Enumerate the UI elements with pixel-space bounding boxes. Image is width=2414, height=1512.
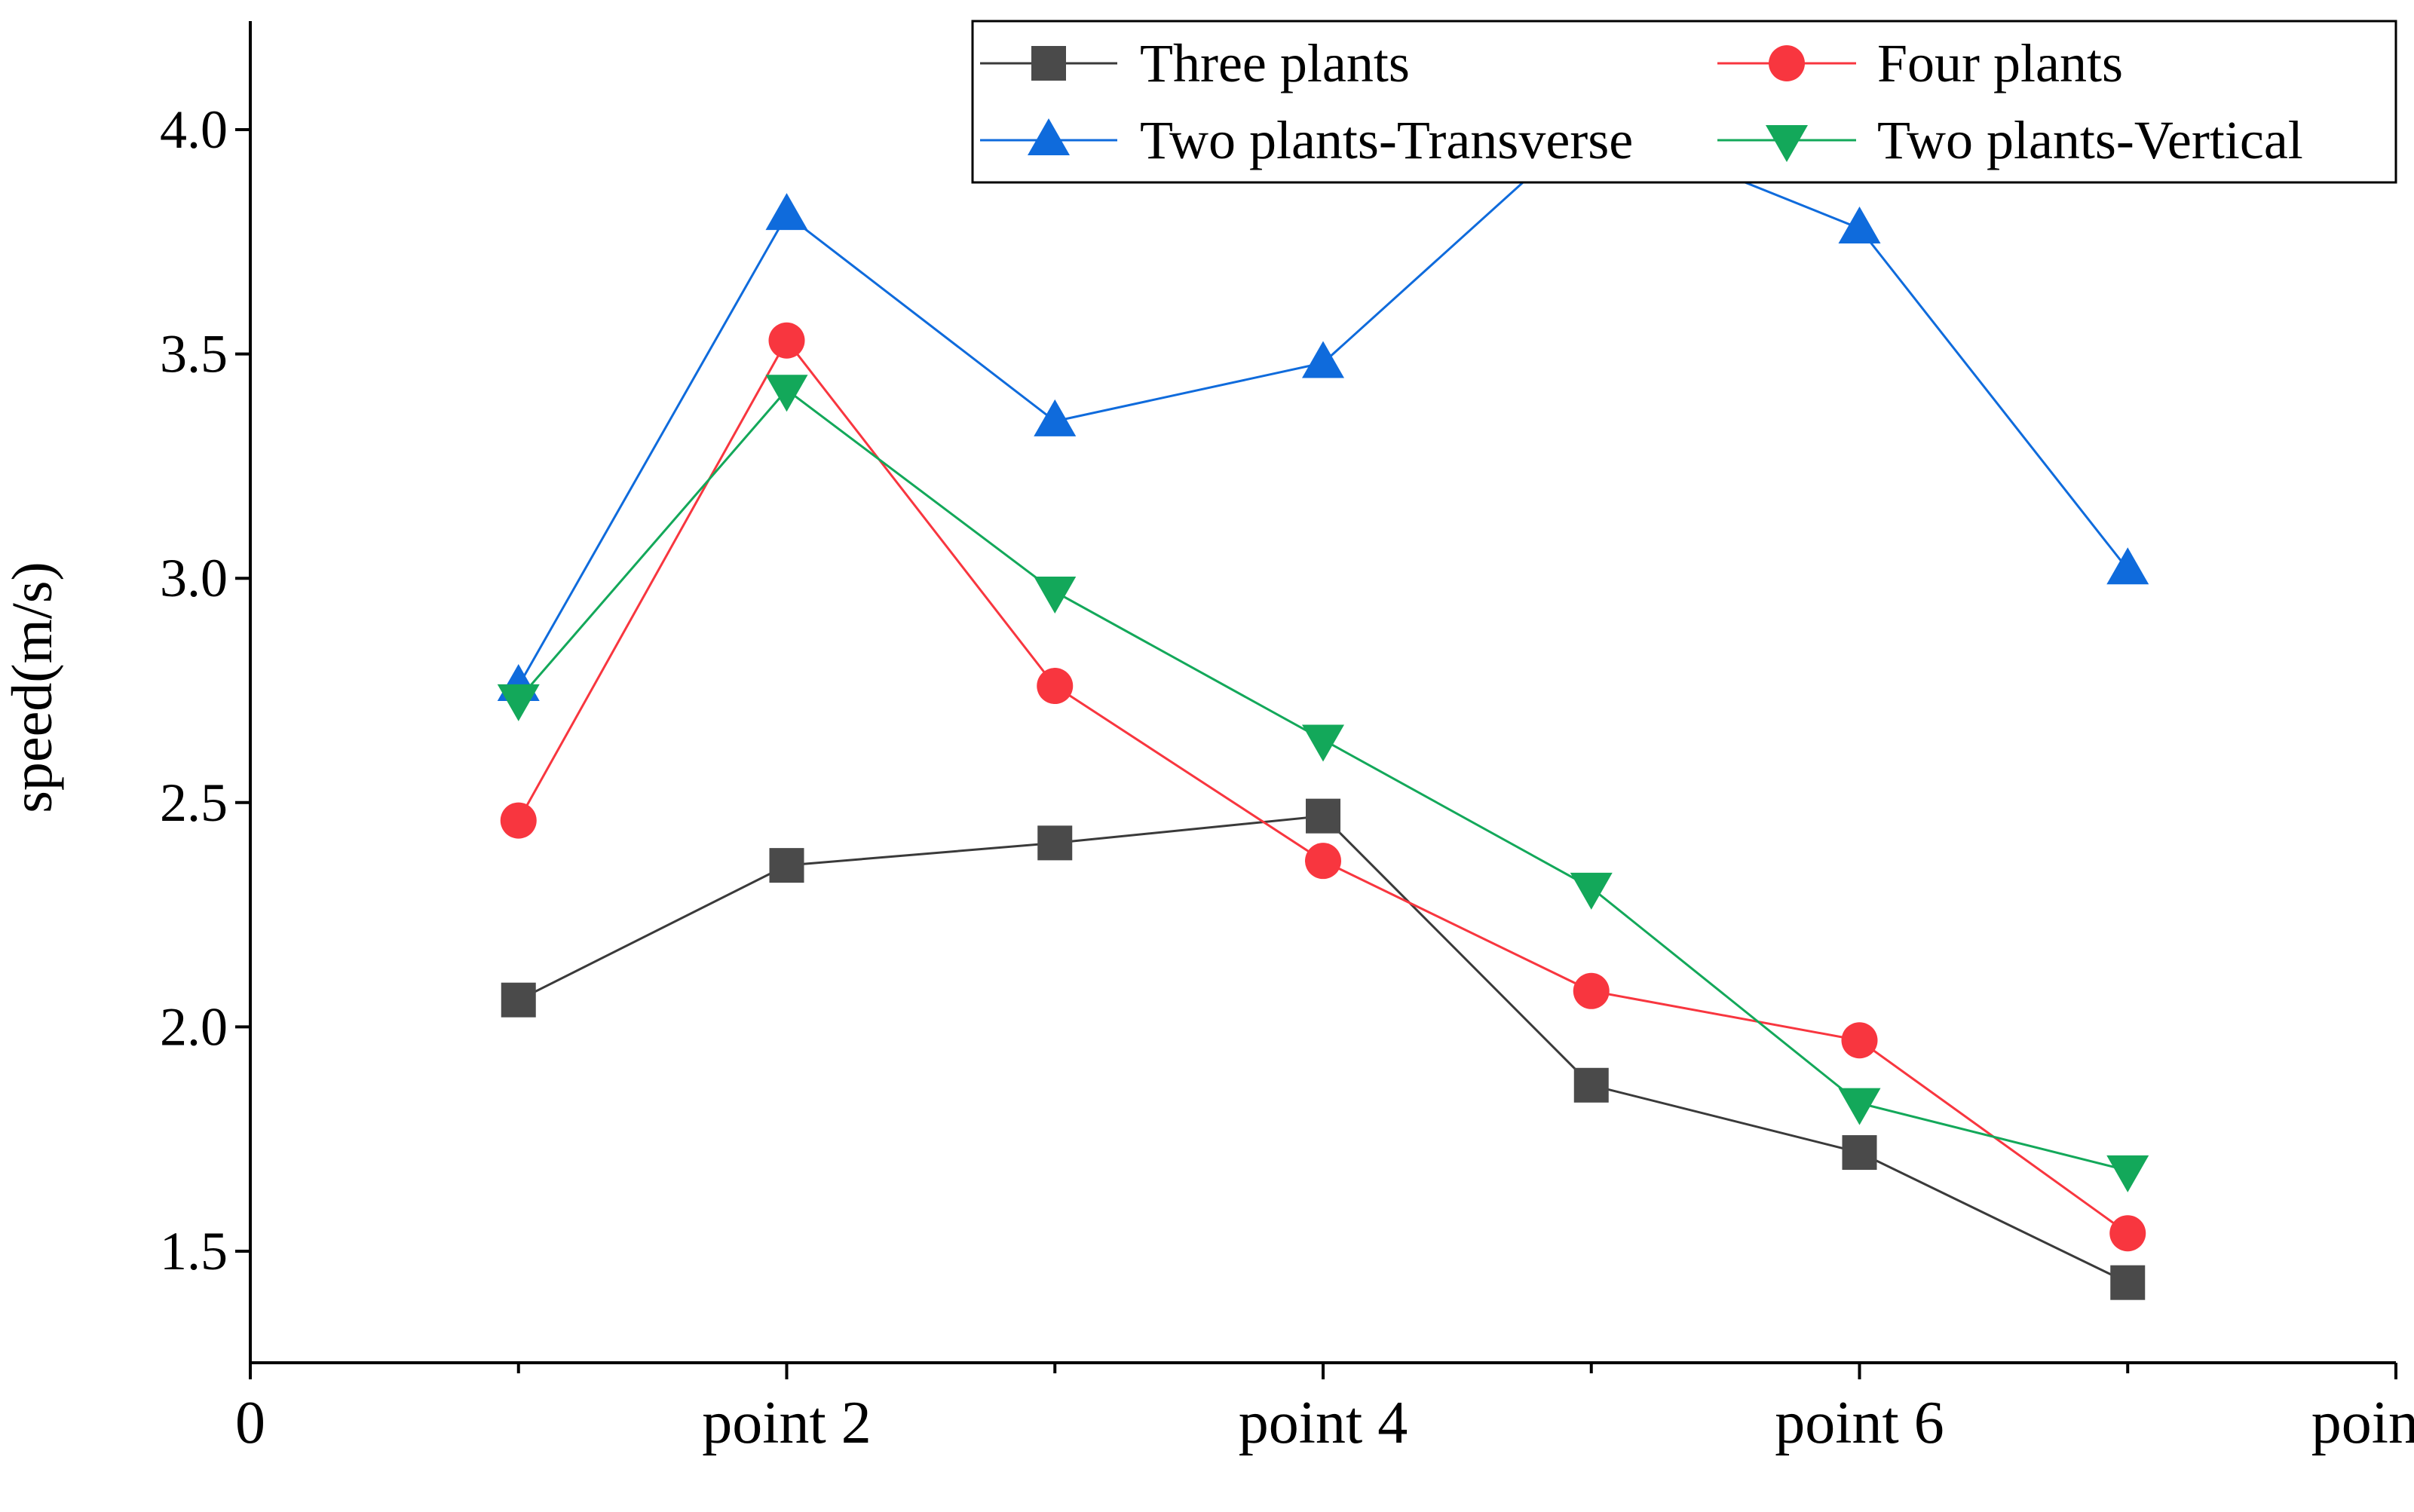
y-tick-label: 1.5 xyxy=(160,1221,228,1281)
y-axis-label: speed(m/s) xyxy=(1,562,64,813)
data-point xyxy=(765,193,808,231)
x-tick-label: point 8 xyxy=(2311,1390,2414,1456)
data-point xyxy=(1838,1088,1881,1125)
y-tick-label: 2.0 xyxy=(160,996,228,1057)
data-point xyxy=(1302,724,1344,762)
legend-marker xyxy=(1769,45,1805,81)
data-point xyxy=(500,802,537,839)
series-line xyxy=(517,119,2129,687)
legend-box xyxy=(971,20,2397,184)
axes: 1.5 2.0 2.5 3.0 3.5 4.0 0 point 2 point 4 point 6… xyxy=(160,21,2414,1456)
data-point xyxy=(1573,1067,1609,1103)
data-point xyxy=(1037,825,1073,861)
legend-label: Three plants xyxy=(1140,33,1410,93)
legend-marker xyxy=(1028,118,1070,155)
series-two-plants-vertical xyxy=(497,375,2149,1192)
y-tick-label: 3.5 xyxy=(160,324,228,384)
x-tick-label: point 2 xyxy=(702,1390,871,1456)
x-tick-label: point 4 xyxy=(1239,1390,1408,1456)
legend-marker xyxy=(1766,125,1808,162)
series-four-plants xyxy=(500,322,2146,1252)
data-point xyxy=(1305,843,1341,880)
data-point xyxy=(1034,399,1077,436)
legend-item: Four plants xyxy=(1717,33,2123,93)
data-point xyxy=(769,848,804,883)
data-point xyxy=(765,375,808,412)
data-point xyxy=(497,684,540,721)
data-point xyxy=(1573,972,1610,1009)
series-three-plants xyxy=(501,798,2146,1300)
legend-item: Two plants-Transverse xyxy=(980,110,1633,170)
y-tick-label: 3.0 xyxy=(160,548,228,608)
legend-label: Two plants-Vertical xyxy=(1877,110,2303,170)
data-point xyxy=(1306,798,1340,834)
data-point xyxy=(2110,1265,2146,1300)
data-point xyxy=(1302,341,1344,378)
x-tick-label: 0 xyxy=(235,1390,265,1456)
data-point xyxy=(2109,1215,2146,1252)
series-line xyxy=(517,388,2128,1172)
x-tick-label: point 6 xyxy=(1775,1390,1944,1456)
y-tick-label: 2.5 xyxy=(160,773,228,833)
series-two-plants-transverse xyxy=(497,99,2149,702)
series-line xyxy=(517,338,2129,1235)
series-line xyxy=(518,815,2128,1284)
legend-label: Four plants xyxy=(1877,33,2123,93)
legend-label: Two plants-Transverse xyxy=(1140,110,1633,170)
y-tick-label: 4.0 xyxy=(160,99,228,160)
data-point xyxy=(501,982,536,1018)
data-point xyxy=(1037,668,1074,705)
data-point xyxy=(1838,206,1881,243)
data-point xyxy=(2106,547,2149,585)
data-point xyxy=(1034,577,1077,614)
legend-marker xyxy=(1031,46,1066,81)
data-point xyxy=(1570,872,1613,910)
data-point xyxy=(2106,1155,2149,1192)
legend: Three plants Four plants Two plants-Transv… xyxy=(971,20,2397,184)
series-layer xyxy=(497,99,2149,1300)
data-point xyxy=(1842,1135,1877,1171)
legend-item: Three plants xyxy=(980,33,1410,93)
legend-item: Two plants-Vertical xyxy=(1717,110,2303,170)
data-point xyxy=(1841,1022,1878,1059)
data-point xyxy=(768,322,805,359)
